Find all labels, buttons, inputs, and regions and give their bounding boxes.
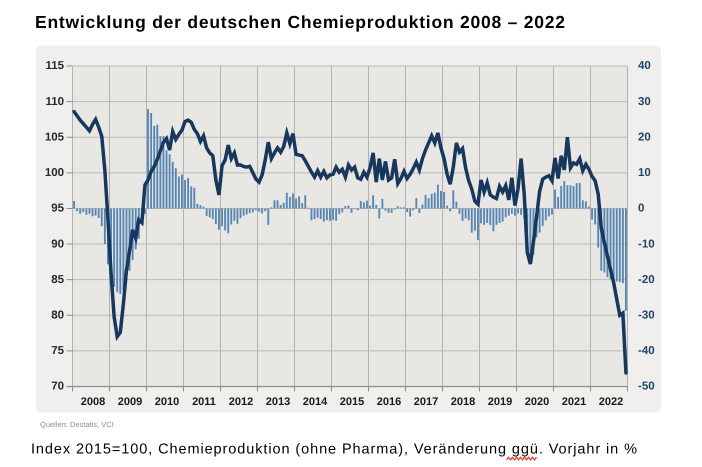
- svg-text:2018: 2018: [451, 396, 475, 408]
- svg-text:100: 100: [45, 167, 64, 179]
- svg-text:-10: -10: [638, 238, 655, 250]
- svg-text:-50: -50: [638, 381, 655, 393]
- svg-text:2021: 2021: [562, 396, 586, 408]
- svg-text:0: 0: [638, 203, 644, 215]
- svg-text:2012: 2012: [229, 396, 253, 408]
- svg-text:2013: 2013: [266, 396, 290, 408]
- svg-text:2010: 2010: [155, 396, 179, 408]
- svg-text:80: 80: [51, 309, 64, 321]
- svg-text:75: 75: [51, 345, 64, 357]
- svg-text:2008: 2008: [81, 396, 105, 408]
- svg-text:2022: 2022: [599, 396, 623, 408]
- svg-text:Index 2015=100, Chemieprodukti: Index 2015=100, Chemieproduktion (ohne P…: [31, 442, 637, 458]
- svg-text:Entwicklung der deutschen Chem: Entwicklung der deutschen Chemieprodukti…: [35, 12, 565, 32]
- svg-text:110: 110: [45, 96, 64, 108]
- svg-text:30: 30: [638, 96, 651, 108]
- svg-text:20: 20: [638, 131, 651, 143]
- svg-text:105: 105: [45, 131, 65, 143]
- svg-text:40: 40: [638, 60, 651, 72]
- svg-text:85: 85: [51, 274, 64, 286]
- svg-text:2014: 2014: [303, 396, 328, 408]
- svg-text:90: 90: [51, 238, 64, 250]
- svg-text:95: 95: [51, 203, 64, 215]
- svg-text:-30: -30: [638, 309, 655, 321]
- svg-text:2016: 2016: [377, 396, 401, 408]
- svg-text:Quellen: Destatis, VCI: Quellen: Destatis, VCI: [40, 420, 114, 429]
- svg-text:70: 70: [51, 381, 64, 393]
- svg-text:-20: -20: [638, 274, 655, 286]
- svg-text:-40: -40: [638, 345, 655, 357]
- svg-text:2020: 2020: [525, 396, 549, 408]
- svg-text:2017: 2017: [414, 396, 438, 408]
- svg-text:2011: 2011: [192, 396, 216, 408]
- svg-text:2019: 2019: [488, 396, 512, 408]
- svg-text:115: 115: [45, 60, 64, 72]
- svg-text:10: 10: [638, 167, 651, 179]
- svg-text:2015: 2015: [340, 396, 364, 408]
- svg-text:2009: 2009: [118, 396, 142, 408]
